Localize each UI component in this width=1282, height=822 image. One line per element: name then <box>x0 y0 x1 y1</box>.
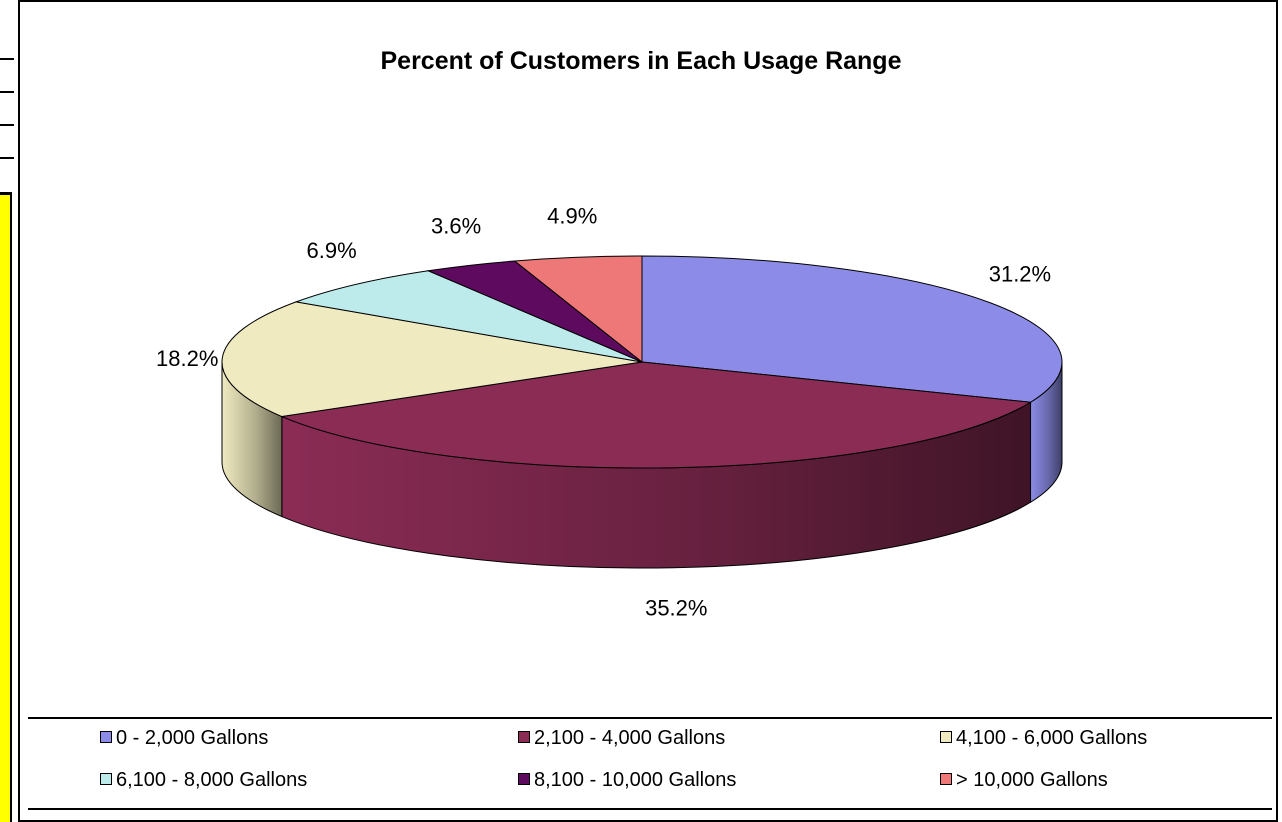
edge-tick <box>0 58 14 60</box>
legend-item: 6,100 - 8,000 Gallons <box>100 768 307 792</box>
pie-label-2: 35.2% <box>645 596 707 621</box>
legend-label: 2,100 - 4,000 Gallons <box>534 727 726 749</box>
pie-slices <box>221 255 1063 469</box>
pie-labels: 31.2% 35.2% 18.2% 6.9% 3.6% 4.9% <box>156 204 1051 621</box>
legend-item: > 10,000 Gallons <box>940 768 1108 792</box>
legend-label: 0 - 2,000 Gallons <box>116 727 269 749</box>
edge-tick <box>0 91 14 93</box>
legend-swatch <box>940 731 952 744</box>
legend-swatch <box>518 773 530 786</box>
edge-tick <box>0 124 14 126</box>
pie-slice-1[interactable] <box>641 255 1063 403</box>
yellow-sidebar-panel <box>0 192 12 822</box>
legend-swatch <box>100 773 112 786</box>
legend-label: > 10,000 Gallons <box>956 769 1108 791</box>
pie-label-3: 18.2% <box>156 346 218 371</box>
chart-title: Percent of Customers in Each Usage Range <box>380 47 902 75</box>
legend-swatch <box>518 731 530 744</box>
pie-slice-6[interactable] <box>513 255 643 364</box>
chart-legend: 0 - 2,000 Gallons 2,100 - 4,000 Gallons 4,… <box>28 717 1272 810</box>
legend-item: 8,100 - 10,000 Gallons <box>518 768 736 792</box>
legend-item: 2,100 - 4,000 Gallons <box>518 726 725 750</box>
pie-label-6: 4.9% <box>547 204 597 229</box>
legend-swatch <box>940 773 952 786</box>
legend-swatch <box>100 731 112 744</box>
pie-slice-3[interactable] <box>221 301 643 418</box>
pie-label-1: 31.2% <box>989 261 1051 286</box>
legend-item: 0 - 2,000 Gallons <box>100 726 268 750</box>
legend-label: 8,100 - 10,000 Gallons <box>534 769 737 791</box>
pie-slice-4[interactable] <box>294 270 643 363</box>
pie-label-4: 6.9% <box>306 238 356 263</box>
legend-label: 4,100 - 6,000 Gallons <box>956 727 1148 749</box>
legend-item: 4,100 - 6,000 Gallons <box>940 726 1147 750</box>
legend-label: 6,100 - 8,000 Gallons <box>116 769 308 791</box>
pie-label-5: 3.6% <box>431 214 481 239</box>
edge-tick <box>0 157 14 159</box>
pie-sides <box>221 361 1063 569</box>
